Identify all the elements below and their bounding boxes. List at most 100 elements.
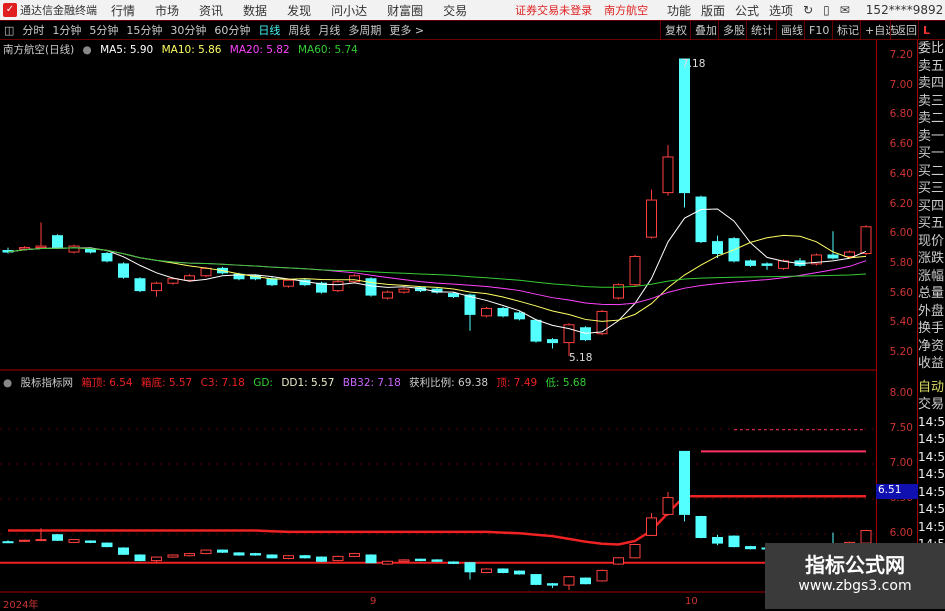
period-60min[interactable]: 60分钟 [214,24,251,37]
button-biaoji[interactable]: 标记 [832,21,863,40]
main-candle [613,284,624,299]
period-5min[interactable]: 5分钟 [89,24,119,37]
ma20-value: MA20: 5.82 [229,44,290,56]
user-account[interactable]: 152****9892 [865,3,944,17]
trade-time: 14:56 [918,449,945,464]
axis-tick: 6.60 [889,138,913,151]
sub-candle [448,561,459,564]
button-tongji[interactable]: 统计 [746,21,777,40]
main-legend: 南方航空(日线) ● MA5: 5.90 MA10: 5.86 MA20: 5.… [3,42,363,57]
period-weekly[interactable]: 周线 [288,24,311,37]
sub-candle [283,555,294,560]
menu-gongshi[interactable]: 公式 [735,3,760,18]
main-candle [332,281,344,292]
sub-candle [316,556,327,562]
main-candle [662,156,674,194]
main-candle [134,278,146,292]
main-candle [118,263,129,278]
main-candle [530,319,542,342]
box-top-value: 箱顶: 6.54 [81,377,133,389]
sub-candle [101,542,113,548]
watermark: 指标公式网 www.zbgs3.com [765,543,945,609]
sidebar-toggle-icon[interactable]: ◫ [4,23,15,37]
main-candle [365,278,377,296]
period-fenshi[interactable]: 分时 [22,24,45,37]
menu-faxian[interactable]: 发现 [287,3,312,18]
button-f10[interactable]: F10 [804,21,833,40]
auto-label[interactable]: 自动 [918,379,945,395]
title-bar: ✓ 通达信金融终端 行情 市场 资讯 数据 发现 问小达 财富圈 交易 证券交易… [0,0,945,20]
button-add-watchlist[interactable]: +自选 [860,21,900,40]
sub-candle [662,497,674,515]
menu-gongneng[interactable]: 功能 [667,3,692,18]
menu-wenxiaoda[interactable]: 问小达 [331,3,368,18]
date-label: 10 [685,596,698,607]
top-value: 顶: 7.49 [496,377,538,389]
button-back[interactable]: 返回 [890,21,921,40]
axis-tick: 6.00 [889,227,913,240]
dd1-value: DD1: 5.57 [281,377,335,389]
button-fuquan[interactable]: 复权 [660,21,691,40]
main-candle [448,293,459,298]
trade-time: 14:56 [918,414,945,429]
login-notice[interactable]: 证券交易未登录 [515,4,593,17]
menu-xuanxiang[interactable]: 选项 [769,3,794,18]
menu-caifuquan[interactable]: 财富圈 [387,3,424,18]
sub-candle [415,558,426,562]
menu-zixun[interactable]: 资讯 [199,3,224,18]
main-candle [316,282,327,293]
sub-candle [167,554,179,558]
main-candle [35,245,47,249]
period-15min[interactable]: 15分钟 [126,24,163,37]
indicator-settings-icon[interactable]: ● [3,377,13,389]
date-label: 2024年 [3,600,39,611]
main-candle [712,241,723,255]
quote-label: 卖四 [918,76,945,91]
sub-candle [431,559,443,562]
menu-hangqing[interactable]: 行情 [111,3,136,18]
sub-candle [233,552,245,556]
sub-candle [695,516,707,538]
main-candle [266,278,278,286]
axis-tick: 6.80 [889,108,913,121]
quote-label: 涨幅 [918,268,945,284]
main-candle [860,226,872,255]
sub-candle [481,568,492,573]
period-multi[interactable]: 多周期 [348,24,382,37]
quote-label: 收益 [918,356,945,371]
quote-label: 换手 [918,321,945,336]
period-monthly[interactable]: 月线 [318,24,341,37]
period-30min[interactable]: 30分钟 [170,24,207,37]
menu-jiaoyi[interactable]: 交易 [443,3,468,18]
axis-tick: 7.50 [889,422,913,434]
gd-value: GD: [253,377,273,389]
main-candle [811,254,822,265]
main-candle [695,196,707,243]
sub-candle [2,541,14,544]
date-label: 9 [370,596,377,607]
button-huaxian[interactable]: 画线 [776,21,807,40]
phone-icon[interactable]: ▯ [823,3,830,17]
mail-icon[interactable]: ✉ [839,3,850,17]
refresh-icon[interactable]: ↻ [803,3,814,17]
sub-candle [35,539,47,542]
settings-icon[interactable]: ● [82,44,92,56]
menu-banmian[interactable]: 版面 [701,3,726,18]
box-bottom-value: 箱底: 5.57 [140,377,193,389]
period-toolbar: ◫ 分时 1分钟 5分钟 15分钟 30分钟 60分钟 日线 周线 月线 多周期… [0,20,945,40]
sub-candle [85,540,96,543]
button-duogu[interactable]: 多股 [718,21,749,40]
sub-candle [728,535,740,548]
menu-shuju[interactable]: 数据 [243,3,268,18]
price-tag: 6.51 [876,484,918,499]
axis-tick: 5.80 [889,256,913,269]
kline-chart[interactable] [0,0,876,609]
period-more[interactable]: 更多 > [389,24,425,37]
button-diejia[interactable]: 叠加 [690,21,721,40]
ma5-line [7,208,867,334]
sub-candle [200,549,212,555]
period-daily[interactable]: 日线 [258,24,281,37]
price-axis[interactable]: 7.20 7.00 6.80 6.60 6.40 6.20 6.00 5.80 5.60 5.40… [876,40,918,609]
menu-shichang[interactable]: 市场 [155,3,180,18]
period-1min[interactable]: 1分钟 [52,24,82,37]
